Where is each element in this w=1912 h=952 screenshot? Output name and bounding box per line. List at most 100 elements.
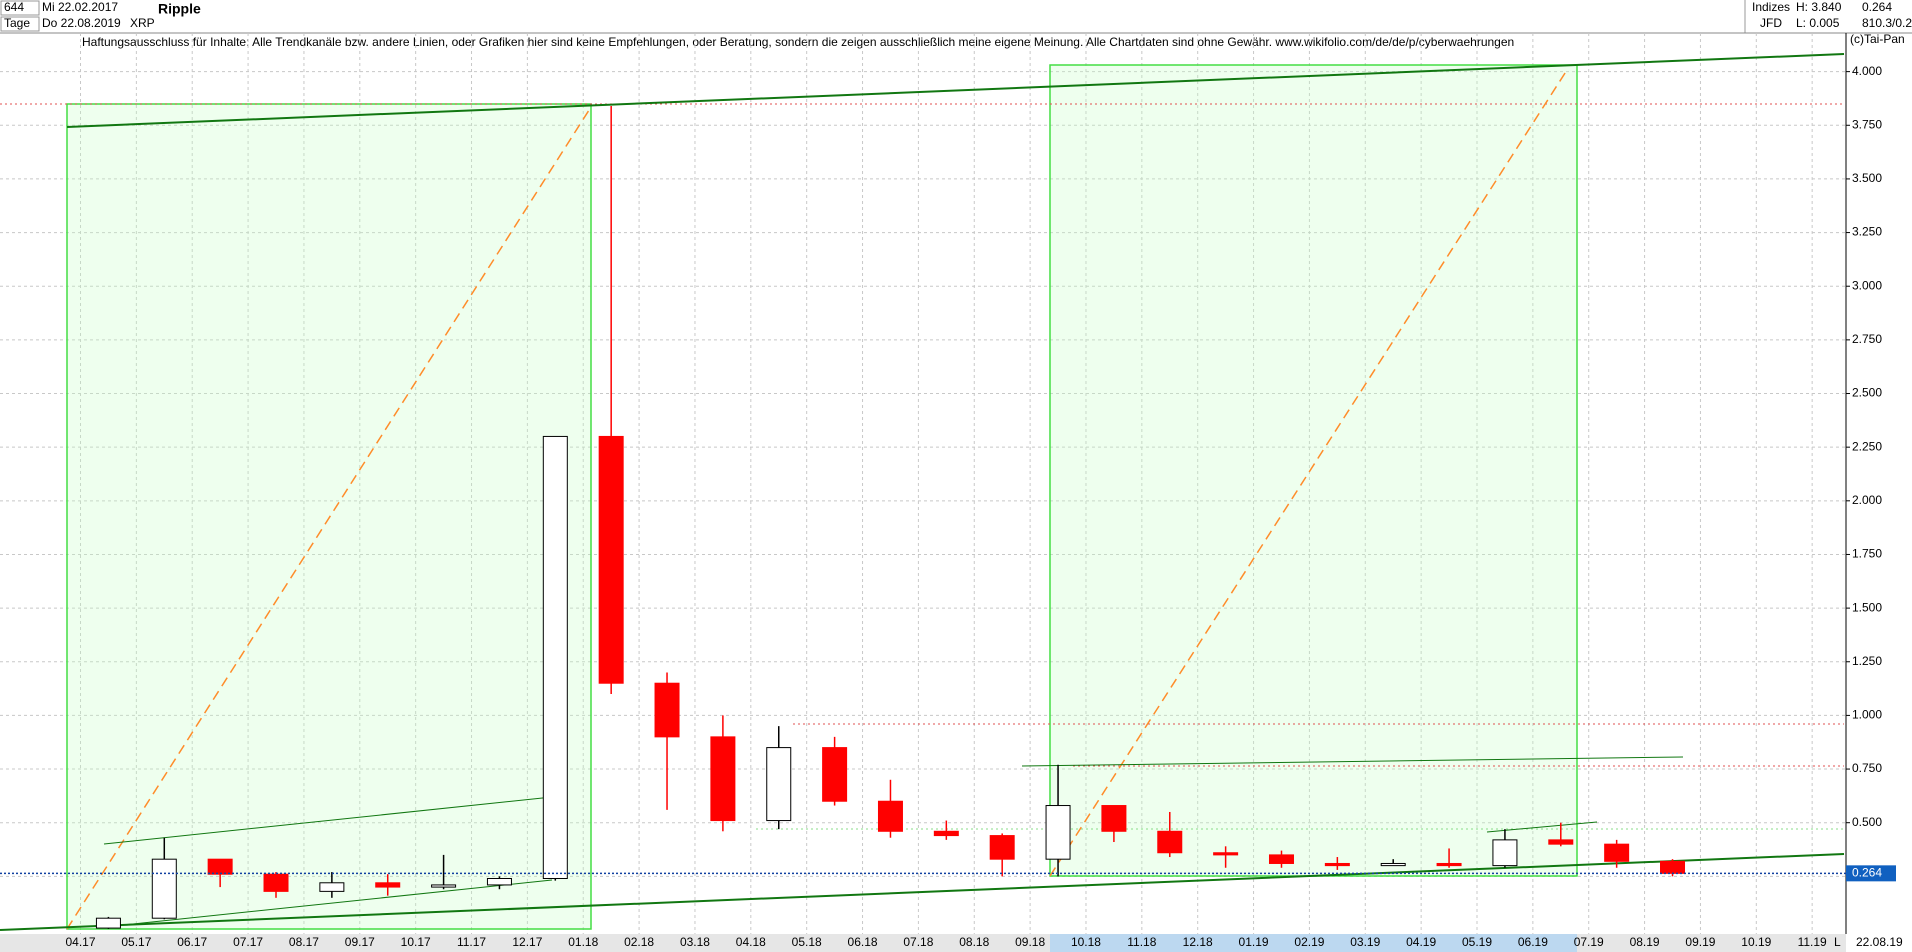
candle-body — [1213, 852, 1239, 856]
x-tick-label: 10.17 — [401, 935, 431, 949]
footer-mark: L — [1834, 935, 1841, 949]
candle-body — [151, 858, 177, 919]
y-tick-label: 3.750 — [1852, 117, 1882, 131]
x-tick-label: 07.19 — [1574, 935, 1604, 949]
x-tick-label: 02.18 — [624, 935, 654, 949]
disclaimer: Haftungsausschluss für Inhalte: Alle Tre… — [82, 35, 1514, 49]
x-tick-label: 10.19 — [1741, 935, 1771, 949]
low: L: 0.005 — [1796, 16, 1840, 30]
y-tick-label: 0.500 — [1852, 815, 1882, 829]
last: 0.264 — [1862, 0, 1892, 14]
exchange: JFD — [1760, 16, 1782, 30]
x-tick-label: 03.19 — [1350, 935, 1380, 949]
date-footer: 22.08.19 — [1856, 935, 1903, 949]
x-tick-label: 11.19 — [1798, 935, 1827, 949]
candle-body — [598, 435, 624, 684]
period-box[interactable] — [0, 0, 40, 16]
copyright: (c)Tai-Pan — [1850, 32, 1905, 46]
candle-body — [375, 882, 401, 888]
volume: 810.3/0.23 — [1862, 16, 1912, 30]
diagonal — [66, 106, 592, 930]
y-tick-label: 2.750 — [1852, 332, 1882, 346]
candle-body — [766, 747, 792, 822]
x-tick-label: 02.19 — [1294, 935, 1324, 949]
start-date: Mi 22.02.2017 — [42, 0, 118, 14]
x-tick-label: 07.18 — [903, 935, 933, 949]
candle-body — [989, 835, 1015, 860]
candle-body — [1157, 830, 1183, 854]
x-tick-label: 01.19 — [1239, 935, 1269, 949]
chart-title: Ripple — [158, 1, 201, 17]
trend-line — [103, 796, 553, 845]
candle-body — [95, 917, 121, 929]
candle-body — [207, 858, 233, 875]
y-tick-label: 4.000 — [1852, 64, 1882, 78]
candle-body — [1548, 839, 1574, 845]
y-tick-label: 1.250 — [1852, 654, 1882, 668]
x-tick-label: 06.19 — [1518, 935, 1548, 949]
candle-body — [1101, 805, 1127, 832]
candle-body — [486, 877, 512, 886]
x-axis-highlight — [1050, 934, 1577, 952]
x-tick-label: 09.19 — [1685, 935, 1715, 949]
candle-body — [1324, 862, 1350, 867]
candle-body — [822, 747, 848, 802]
x-tick-label: 06.18 — [848, 935, 878, 949]
trend-line — [66, 53, 1845, 128]
high: H: 3.840 — [1796, 0, 1842, 14]
x-tick-label: 11.17 — [457, 935, 486, 949]
x-tick-label: 08.19 — [1630, 935, 1660, 949]
candle-body — [710, 736, 736, 822]
y-tick-label: 2.000 — [1852, 493, 1882, 507]
grid — [0, 33, 1846, 934]
y-tick-label: 1.500 — [1852, 600, 1882, 614]
x-tick-label: 05.18 — [792, 935, 822, 949]
candle-body — [1604, 843, 1630, 862]
x-tick-label: 10.18 — [1071, 935, 1101, 949]
x-tick-label: 08.17 — [289, 935, 319, 949]
x-tick-label: 04.19 — [1406, 935, 1436, 949]
header-bar — [0, 0, 1912, 33]
x-tick-label: 07.17 — [233, 935, 263, 949]
y-tick-label: 3.000 — [1852, 278, 1882, 292]
candle-body — [1045, 805, 1071, 860]
x-tick-label: 11.18 — [1127, 935, 1156, 949]
period[interactable]: 644 — [4, 0, 24, 14]
y-tick-label: 2.250 — [1852, 439, 1882, 453]
candles — [95, 105, 1686, 929]
y-tick-label: 1.750 — [1852, 547, 1882, 561]
last-price-box — [1846, 865, 1896, 882]
y-tick-label: 3.500 — [1852, 171, 1882, 185]
candle-body — [431, 884, 457, 888]
x-tick-label: 12.17 — [512, 935, 542, 949]
trend-line — [0, 853, 1845, 931]
x-tick-label: 05.17 — [121, 935, 151, 949]
chart-subtitle: XRP — [130, 16, 155, 30]
end-date: Do 22.08.2019 — [42, 16, 121, 30]
candle-body — [1268, 854, 1294, 864]
candle-body — [654, 682, 680, 738]
candle-body — [877, 800, 903, 832]
candle-body — [263, 873, 289, 892]
x-tick-label: 09.18 — [1015, 935, 1045, 949]
x-tick-label: 09.17 — [345, 935, 375, 949]
candle-body — [319, 882, 345, 892]
x-tick-label: 04.18 — [736, 935, 766, 949]
candle-body — [1436, 862, 1462, 867]
trend-line — [103, 879, 553, 928]
x-tick-label: 01.18 — [568, 935, 598, 949]
trend-line — [1021, 756, 1684, 767]
unit[interactable]: Tage — [4, 16, 30, 30]
candle-body — [933, 830, 959, 837]
x-tick-label: 12.18 — [1183, 935, 1213, 949]
candle-body — [542, 435, 568, 879]
candle-body — [1660, 860, 1686, 874]
unit-box[interactable] — [0, 16, 40, 32]
y-tick-label: 2.500 — [1852, 386, 1882, 400]
last-price-label: 0.264 — [1852, 866, 1882, 880]
candle-body — [1492, 839, 1518, 867]
x-tick-label: 03.18 — [680, 935, 710, 949]
candle-body — [1380, 862, 1406, 867]
x-tick-label: 06.17 — [177, 935, 207, 949]
